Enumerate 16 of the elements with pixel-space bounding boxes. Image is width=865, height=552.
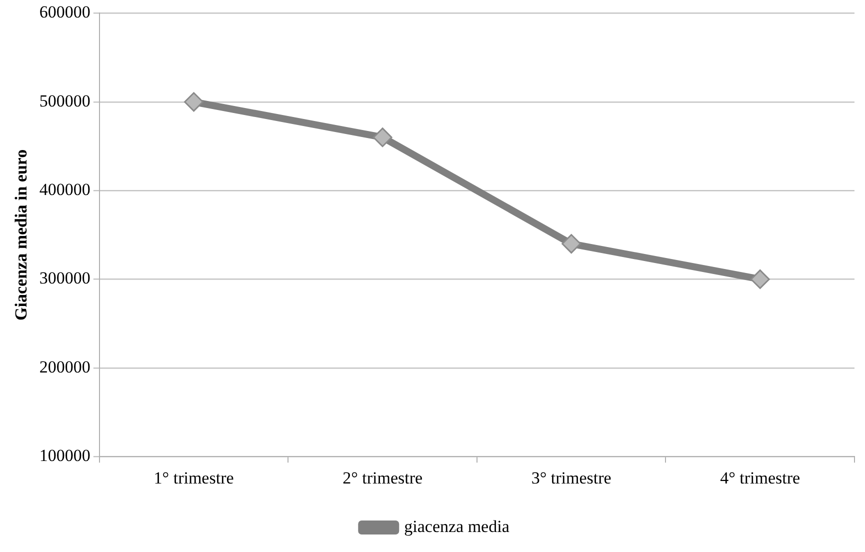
x-tick-label: 1° trimestre — [154, 468, 234, 488]
y-tick-label: 600000 — [39, 2, 90, 22]
y-tick-label: 400000 — [39, 180, 90, 200]
x-tick-label: 2° trimestre — [342, 468, 423, 488]
point — [184, 92, 204, 112]
legend-label: giacenza media — [404, 516, 510, 536]
y-tick-label: 500000 — [39, 91, 90, 110]
point — [562, 234, 582, 254]
y-tick-label: 100000 — [39, 446, 90, 466]
x-tick-label: 4° trimestre — [720, 468, 800, 488]
y-axis-title: Giacenza media in euro — [12, 149, 31, 320]
point — [750, 269, 770, 289]
y-tick-label: 200000 — [39, 357, 90, 376]
point — [372, 128, 392, 148]
x-tick-label: 3° trimestre — [531, 468, 612, 488]
y-tick-label: 300000 — [39, 268, 90, 288]
